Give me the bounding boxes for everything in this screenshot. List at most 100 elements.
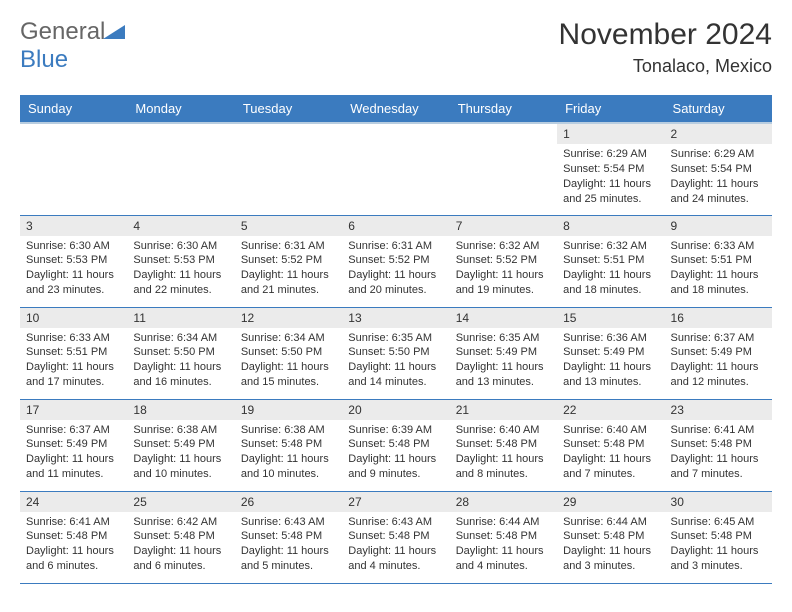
sunrise-text: Sunrise: 6:41 AM <box>671 423 766 438</box>
sunset-text: Sunset: 5:48 PM <box>348 437 443 452</box>
calendar-cell: 6Sunrise: 6:31 AMSunset: 5:52 PMDaylight… <box>342 215 449 307</box>
daylight-text: Daylight: 11 hours and 21 minutes. <box>241 268 336 298</box>
day-data: Sunrise: 6:45 AMSunset: 5:48 PMDaylight:… <box>665 512 772 577</box>
calendar-cell: 25Sunrise: 6:42 AMSunset: 5:48 PMDayligh… <box>127 491 234 583</box>
daylight-text: Daylight: 11 hours and 3 minutes. <box>671 544 766 574</box>
day-data: Sunrise: 6:30 AMSunset: 5:53 PMDaylight:… <box>20 236 127 301</box>
col-friday: Friday <box>557 95 664 123</box>
day-number: 3 <box>20 216 127 236</box>
daylight-text: Daylight: 11 hours and 12 minutes. <box>671 360 766 390</box>
daylight-text: Daylight: 11 hours and 15 minutes. <box>241 360 336 390</box>
sunset-text: Sunset: 5:51 PM <box>26 345 121 360</box>
sunrise-text: Sunrise: 6:43 AM <box>348 515 443 530</box>
sunset-text: Sunset: 5:50 PM <box>348 345 443 360</box>
day-number: 29 <box>557 492 664 512</box>
calendar-cell: 19Sunrise: 6:38 AMSunset: 5:48 PMDayligh… <box>235 399 342 491</box>
day-header-row: Sunday Monday Tuesday Wednesday Thursday… <box>20 95 772 123</box>
calendar-cell: 20Sunrise: 6:39 AMSunset: 5:48 PMDayligh… <box>342 399 449 491</box>
logo: General Blue <box>20 18 125 74</box>
day-number: 21 <box>450 400 557 420</box>
daylight-text: Daylight: 11 hours and 22 minutes. <box>133 268 228 298</box>
sunrise-text: Sunrise: 6:34 AM <box>241 331 336 346</box>
day-number: 20 <box>342 400 449 420</box>
sunset-text: Sunset: 5:49 PM <box>26 437 121 452</box>
sunset-text: Sunset: 5:54 PM <box>671 162 766 177</box>
day-data: Sunrise: 6:35 AMSunset: 5:50 PMDaylight:… <box>342 328 449 393</box>
calendar-cell: 22Sunrise: 6:40 AMSunset: 5:48 PMDayligh… <box>557 399 664 491</box>
sunset-text: Sunset: 5:51 PM <box>563 253 658 268</box>
day-data: Sunrise: 6:41 AMSunset: 5:48 PMDaylight:… <box>20 512 127 577</box>
day-number: 27 <box>342 492 449 512</box>
day-data: Sunrise: 6:38 AMSunset: 5:49 PMDaylight:… <box>127 420 234 485</box>
calendar-table: Sunday Monday Tuesday Wednesday Thursday… <box>20 95 772 584</box>
day-data: Sunrise: 6:32 AMSunset: 5:52 PMDaylight:… <box>450 236 557 301</box>
day-data: Sunrise: 6:34 AMSunset: 5:50 PMDaylight:… <box>127 328 234 393</box>
sunset-text: Sunset: 5:48 PM <box>671 437 766 452</box>
sunrise-text: Sunrise: 6:32 AM <box>563 239 658 254</box>
daylight-text: Daylight: 11 hours and 24 minutes. <box>671 177 766 207</box>
sunrise-text: Sunrise: 6:44 AM <box>563 515 658 530</box>
daylight-text: Daylight: 11 hours and 4 minutes. <box>348 544 443 574</box>
sunrise-text: Sunrise: 6:30 AM <box>26 239 121 254</box>
sunrise-text: Sunrise: 6:39 AM <box>348 423 443 438</box>
col-saturday: Saturday <box>665 95 772 123</box>
logo-word1: General <box>20 18 105 45</box>
col-thursday: Thursday <box>450 95 557 123</box>
sunrise-text: Sunrise: 6:37 AM <box>671 331 766 346</box>
day-data: Sunrise: 6:37 AMSunset: 5:49 PMDaylight:… <box>20 420 127 485</box>
calendar-cell: 27Sunrise: 6:43 AMSunset: 5:48 PMDayligh… <box>342 491 449 583</box>
col-sunday: Sunday <box>20 95 127 123</box>
day-data: Sunrise: 6:30 AMSunset: 5:53 PMDaylight:… <box>127 236 234 301</box>
day-data: Sunrise: 6:29 AMSunset: 5:54 PMDaylight:… <box>557 144 664 209</box>
calendar-cell: 9Sunrise: 6:33 AMSunset: 5:51 PMDaylight… <box>665 215 772 307</box>
day-data: Sunrise: 6:34 AMSunset: 5:50 PMDaylight:… <box>235 328 342 393</box>
calendar-cell: 11Sunrise: 6:34 AMSunset: 5:50 PMDayligh… <box>127 307 234 399</box>
calendar-cell: 24Sunrise: 6:41 AMSunset: 5:48 PMDayligh… <box>20 491 127 583</box>
sunrise-text: Sunrise: 6:36 AM <box>563 331 658 346</box>
sunset-text: Sunset: 5:48 PM <box>348 529 443 544</box>
sunset-text: Sunset: 5:52 PM <box>348 253 443 268</box>
sunset-text: Sunset: 5:49 PM <box>563 345 658 360</box>
sunrise-text: Sunrise: 6:31 AM <box>348 239 443 254</box>
sunrise-text: Sunrise: 6:33 AM <box>671 239 766 254</box>
day-number: 30 <box>665 492 772 512</box>
day-data: Sunrise: 6:29 AMSunset: 5:54 PMDaylight:… <box>665 144 772 209</box>
sunrise-text: Sunrise: 6:35 AM <box>456 331 551 346</box>
daylight-text: Daylight: 11 hours and 23 minutes. <box>26 268 121 298</box>
sunrise-text: Sunrise: 6:38 AM <box>241 423 336 438</box>
daylight-text: Daylight: 11 hours and 18 minutes. <box>671 268 766 298</box>
sunset-text: Sunset: 5:48 PM <box>563 437 658 452</box>
sunrise-text: Sunrise: 6:44 AM <box>456 515 551 530</box>
sunset-text: Sunset: 5:48 PM <box>671 529 766 544</box>
sunrise-text: Sunrise: 6:29 AM <box>563 147 658 162</box>
day-number: 2 <box>665 124 772 144</box>
sunrise-text: Sunrise: 6:43 AM <box>241 515 336 530</box>
calendar-cell: 15Sunrise: 6:36 AMSunset: 5:49 PMDayligh… <box>557 307 664 399</box>
day-data: Sunrise: 6:40 AMSunset: 5:48 PMDaylight:… <box>557 420 664 485</box>
daylight-text: Daylight: 11 hours and 10 minutes. <box>241 452 336 482</box>
sunrise-text: Sunrise: 6:34 AM <box>133 331 228 346</box>
day-data: Sunrise: 6:40 AMSunset: 5:48 PMDaylight:… <box>450 420 557 485</box>
day-data: Sunrise: 6:38 AMSunset: 5:48 PMDaylight:… <box>235 420 342 485</box>
calendar-cell: 30Sunrise: 6:45 AMSunset: 5:48 PMDayligh… <box>665 491 772 583</box>
daylight-text: Daylight: 11 hours and 6 minutes. <box>26 544 121 574</box>
daylight-text: Daylight: 11 hours and 14 minutes. <box>348 360 443 390</box>
calendar-cell: 23Sunrise: 6:41 AMSunset: 5:48 PMDayligh… <box>665 399 772 491</box>
sunset-text: Sunset: 5:49 PM <box>456 345 551 360</box>
col-monday: Monday <box>127 95 234 123</box>
day-number: 24 <box>20 492 127 512</box>
calendar-cell: 29Sunrise: 6:44 AMSunset: 5:48 PMDayligh… <box>557 491 664 583</box>
day-number: 12 <box>235 308 342 328</box>
day-number: 25 <box>127 492 234 512</box>
sunrise-text: Sunrise: 6:42 AM <box>133 515 228 530</box>
sunset-text: Sunset: 5:54 PM <box>563 162 658 177</box>
daylight-text: Daylight: 11 hours and 13 minutes. <box>563 360 658 390</box>
day-data: Sunrise: 6:35 AMSunset: 5:49 PMDaylight:… <box>450 328 557 393</box>
day-number: 19 <box>235 400 342 420</box>
day-data: Sunrise: 6:39 AMSunset: 5:48 PMDaylight:… <box>342 420 449 485</box>
daylight-text: Daylight: 11 hours and 16 minutes. <box>133 360 228 390</box>
day-number: 22 <box>557 400 664 420</box>
day-data: Sunrise: 6:43 AMSunset: 5:48 PMDaylight:… <box>235 512 342 577</box>
day-data: Sunrise: 6:41 AMSunset: 5:48 PMDaylight:… <box>665 420 772 485</box>
day-data: Sunrise: 6:43 AMSunset: 5:48 PMDaylight:… <box>342 512 449 577</box>
